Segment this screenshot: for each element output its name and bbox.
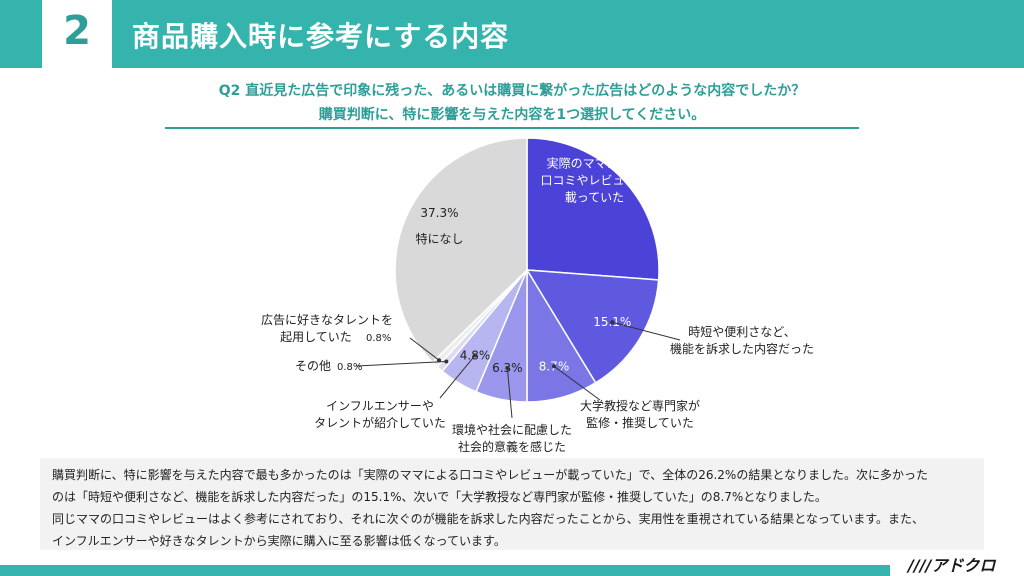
- outside-category-label: 監修・推奨していた: [586, 415, 694, 430]
- slice-value-label: 26.2%: [575, 132, 613, 146]
- outside-category-label: 社会的意義を感じた: [458, 439, 566, 454]
- question-line-2: 購買判断に、特に影響を与えた内容を1つ選択してください。: [318, 107, 706, 123]
- slice-category-label: 口コミやレビューが: [540, 172, 648, 187]
- brand-logo: ////アドクロ: [908, 556, 996, 575]
- leader-line: [553, 365, 601, 401]
- summary-line: のは「時短や便利さなど、機能を訴求した内容だった」の15.1%、次いで「大学教授…: [52, 490, 827, 504]
- header-bar: 2 商品購入時に参考にする内容: [0, 0, 1024, 68]
- outside-category-label: 大学教授など専門家が: [580, 398, 700, 413]
- outside-category-label: 時短や便利さなど、: [688, 325, 795, 339]
- outside-category-label: 起用していた: [280, 330, 352, 344]
- outside-category-label: 機能を訴求した内容だった: [670, 341, 814, 356]
- leader-line: [409, 337, 440, 361]
- outside-category-label: 環境や社会に配慮した: [452, 422, 572, 437]
- slice-category-label: 実際のママによる: [547, 155, 643, 170]
- outside-category-label: インフルエンサーや: [326, 399, 434, 413]
- summary-line: 同じママの口コミやレビューはよく参考にされており、それに次ぐのが機能を訴求した内…: [52, 512, 925, 526]
- summary-line: 購買判断に、特に影響を与えた内容で最も多かったのは「実際のママによる口コミやレビ…: [52, 468, 928, 482]
- leader-line: [355, 361, 447, 367]
- footer-bar: [0, 565, 890, 576]
- summary-box: 購買判断に、特に影響を与えた内容で最も多かったのは「実際のママによる口コミやレビ…: [40, 458, 984, 550]
- slice-category-label: 載っていた: [565, 190, 624, 204]
- outside-value-label: 0.8%: [337, 362, 362, 373]
- question-line-1: Q2 直近見た広告で印象に残った、あるいは購買に繋がった広告はどのような内容でし…: [218, 83, 806, 99]
- question-underline: [165, 127, 859, 129]
- slice-category-label: 特になし: [415, 231, 463, 246]
- pie-slice: [526, 137, 660, 281]
- outside-value-label: 0.8%: [366, 333, 391, 344]
- leader-line: [612, 321, 681, 341]
- outside-category-label: 広告に好きなタレントを: [261, 313, 393, 327]
- slice-value-label: 37.3%: [420, 206, 458, 220]
- outside-category-label: タレントが紹介していた: [314, 415, 446, 430]
- page-title: 商品購入時に参考にする内容: [132, 20, 510, 53]
- leader-line: [506, 368, 513, 419]
- section-number: 2: [63, 8, 91, 54]
- summary-line: インフルエンサーや好きなタレントから実際に購入に至る影響は低くなっています。: [52, 534, 506, 548]
- section-number-box: 2: [42, 0, 112, 68]
- leader-line: [439, 355, 476, 399]
- pie-slice: [525, 269, 660, 384]
- outside-category-label: その他: [295, 359, 331, 373]
- pie-slice: [394, 137, 528, 364]
